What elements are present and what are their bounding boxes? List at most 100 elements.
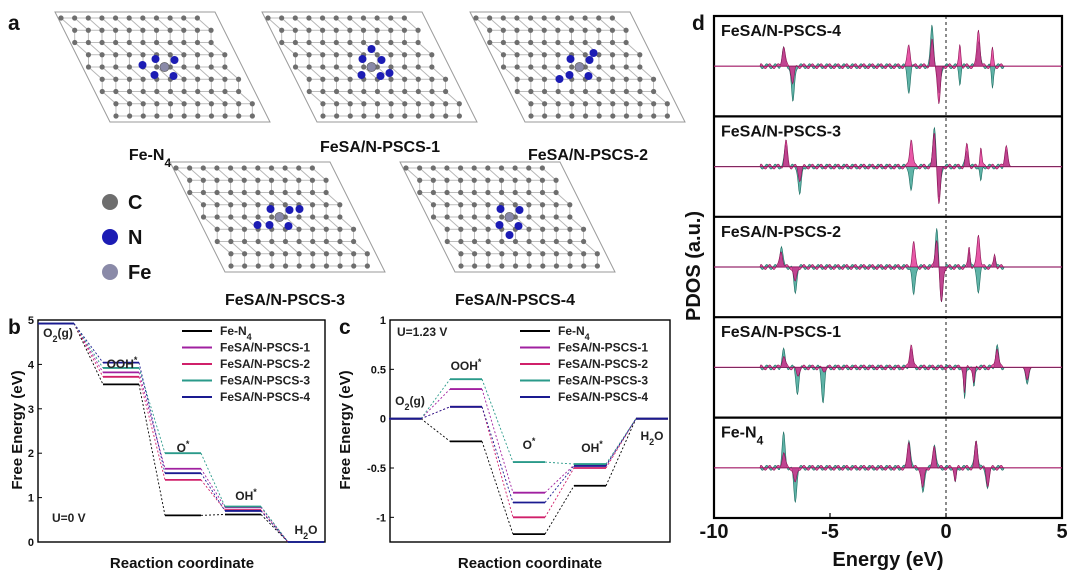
bond bbox=[142, 91, 158, 105]
bond bbox=[417, 42, 433, 56]
carbon-atom bbox=[567, 202, 573, 208]
carbon-atom bbox=[320, 39, 326, 46]
carbon-atom bbox=[528, 101, 534, 107]
carbon-atom bbox=[310, 226, 316, 232]
bond bbox=[294, 17, 310, 31]
carbon-atom bbox=[582, 15, 588, 21]
carbon-atom bbox=[444, 189, 450, 196]
bond bbox=[156, 91, 171, 105]
carbon-atom bbox=[306, 52, 312, 58]
carbon-atom bbox=[456, 101, 462, 107]
carbon-atom bbox=[194, 52, 201, 58]
step-label: OH* bbox=[581, 439, 603, 455]
bond bbox=[390, 17, 405, 31]
iron-atom bbox=[159, 62, 170, 72]
connector bbox=[260, 507, 289, 543]
carbon-atom bbox=[337, 263, 343, 269]
panel-c-ylabel: Free Energy (eV) bbox=[337, 370, 354, 489]
bond bbox=[216, 216, 232, 230]
series-4 bbox=[38, 322, 324, 543]
legend-entry: FeSA/N-PSCS-1 bbox=[220, 341, 310, 355]
carbon-atom bbox=[140, 39, 146, 46]
pdos-subplot-label: FeSA/N-PSCS-4 bbox=[721, 23, 841, 40]
nitrogen-atom bbox=[585, 56, 594, 64]
carbon-atom bbox=[85, 64, 92, 70]
carbon-atom bbox=[415, 76, 421, 82]
bond bbox=[433, 216, 448, 230]
bond bbox=[404, 42, 419, 56]
nitrogen-atom bbox=[565, 71, 574, 79]
connector bbox=[73, 323, 104, 385]
bond bbox=[298, 167, 313, 181]
bond bbox=[571, 91, 586, 105]
nitrogen-atom bbox=[505, 231, 514, 239]
carbon-atom bbox=[126, 15, 132, 21]
carbon-atom bbox=[309, 165, 315, 171]
carbon-atom bbox=[154, 64, 160, 70]
carbon-atom bbox=[269, 251, 275, 257]
connector bbox=[138, 362, 166, 474]
carbon-atom bbox=[153, 27, 160, 33]
bond bbox=[308, 91, 324, 105]
legend-atom-C bbox=[102, 194, 118, 210]
carbon-atom bbox=[514, 88, 520, 95]
bond bbox=[257, 241, 273, 255]
carbon-atom bbox=[458, 251, 464, 257]
carbon-atom bbox=[512, 189, 518, 196]
bond bbox=[322, 17, 337, 31]
step-label: O2(g) bbox=[395, 394, 425, 412]
carbon-atom bbox=[347, 113, 353, 119]
carbon-atom bbox=[637, 113, 643, 119]
carbon-atom bbox=[568, 27, 575, 33]
bond bbox=[390, 42, 405, 56]
connector bbox=[200, 479, 226, 511]
carbon-atom bbox=[401, 39, 408, 46]
bond bbox=[585, 66, 600, 80]
carbon-atom bbox=[541, 39, 547, 46]
carbon-atom bbox=[214, 165, 220, 171]
carbon-atom bbox=[473, 15, 479, 21]
carbon-atom bbox=[401, 52, 408, 58]
bond bbox=[271, 167, 286, 181]
x-tick-label: 0 bbox=[940, 521, 951, 543]
carbon-atom bbox=[528, 76, 534, 82]
carbon-atom bbox=[154, 113, 160, 119]
carbon-atom bbox=[650, 76, 657, 82]
carbon-atom bbox=[249, 101, 255, 107]
carbon-atom bbox=[417, 189, 423, 196]
bond bbox=[516, 17, 531, 31]
legend-entry: FeSA/N-PSCS-4 bbox=[558, 390, 648, 404]
bond bbox=[284, 167, 300, 181]
carbon-atom bbox=[306, 27, 312, 33]
bond bbox=[230, 241, 245, 255]
carbon-atom bbox=[112, 15, 119, 21]
carbon-atom bbox=[596, 113, 602, 119]
carbon-atom bbox=[526, 189, 532, 196]
nitrogen-atom bbox=[138, 61, 147, 69]
carbon-atom bbox=[514, 27, 520, 33]
carbon-atom bbox=[458, 189, 464, 196]
x-tick-label: -10 bbox=[700, 521, 729, 543]
carbon-atom bbox=[279, 15, 285, 21]
carbon-atom bbox=[623, 64, 629, 70]
bond bbox=[390, 91, 406, 105]
carbon-atom bbox=[374, 39, 380, 46]
bond bbox=[284, 192, 300, 206]
bond bbox=[203, 216, 218, 230]
panel-b-ylabel: Free Energy (eV) bbox=[9, 370, 26, 489]
carbon-atom bbox=[153, 15, 160, 21]
bond bbox=[197, 17, 212, 31]
carbon-atom bbox=[567, 214, 573, 220]
bond bbox=[312, 192, 327, 206]
carbon-atom bbox=[364, 263, 370, 269]
carbon-atom bbox=[388, 15, 394, 21]
carbon-atom bbox=[374, 101, 381, 107]
carbon-atom bbox=[228, 226, 234, 232]
bond bbox=[530, 17, 545, 31]
bond bbox=[528, 241, 544, 255]
bond bbox=[115, 42, 130, 56]
carbon-atom bbox=[99, 39, 105, 46]
carbon-atom bbox=[568, 15, 575, 21]
iron-atom bbox=[366, 62, 377, 72]
carbon-atom bbox=[58, 15, 64, 21]
